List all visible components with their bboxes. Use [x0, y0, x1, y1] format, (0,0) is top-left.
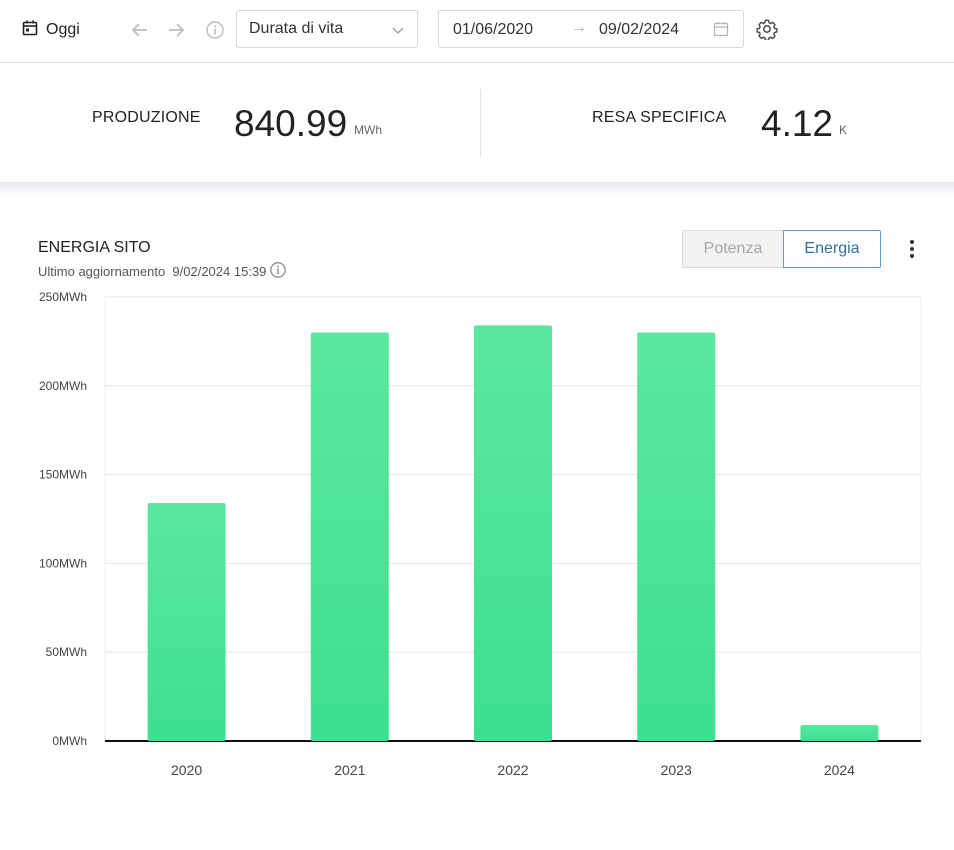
more-options-icon[interactable] — [902, 236, 922, 262]
period-select-value: Durata di vita — [249, 20, 344, 37]
x-tick-label: 2022 — [497, 762, 528, 778]
production-value: 840.99 — [234, 103, 348, 144]
calendar-icon[interactable] — [713, 21, 729, 42]
arrow-left-icon[interactable] — [128, 18, 152, 42]
bar-2020[interactable] — [147, 503, 226, 741]
info-icon[interactable] — [269, 261, 287, 282]
toggle-energy[interactable]: Energia — [783, 230, 881, 268]
y-tick-label: 100MWh — [39, 556, 87, 570]
y-tick-label: 150MWh — [39, 468, 87, 482]
bar-2022[interactable] — [474, 325, 552, 741]
toolbar: Oggi Durata di vita 01/06/2020 → 09/02/2… — [0, 0, 954, 63]
energy-bar-chart: 0MWh 50MWh 100MWh 150MWh 200MWh 250MWh 2020 20… — [39, 290, 922, 778]
chevron-down-icon — [391, 23, 405, 42]
last-update: Ultimo aggiornamento 9/02/2024 15:39 — [38, 261, 287, 282]
y-tick-label: 250MWh — [39, 290, 87, 304]
production-label: PRODUZIONE — [92, 109, 201, 126]
date-from[interactable]: 01/06/2020 — [453, 21, 534, 38]
y-tick-label: 50MWh — [46, 645, 87, 659]
y-tick-label: 200MWh — [39, 379, 87, 393]
calendar-icon — [22, 20, 38, 41]
today-button[interactable]: Oggi — [22, 18, 80, 42]
specific-yield-unit: K — [839, 123, 848, 137]
today-label: Oggi — [46, 21, 80, 38]
x-tick-label: 2020 — [171, 762, 202, 778]
x-tick-label: 2021 — [334, 762, 365, 778]
arrow-right-icon[interactable] — [164, 18, 188, 42]
bar-2021[interactable] — [310, 332, 389, 741]
x-tick-label: 2024 — [824, 762, 855, 778]
gear-icon[interactable] — [756, 18, 778, 41]
toggle-power[interactable]: Potenza — [682, 230, 784, 268]
y-tick-label: 0MWh — [52, 734, 87, 748]
info-icon[interactable] — [205, 20, 225, 40]
specific-yield-label: RESA SPECIFICA — [592, 109, 727, 126]
section-separator — [0, 182, 954, 196]
last-update-text: Ultimo aggiornamento 9/02/2024 15:39 — [38, 264, 267, 279]
bar-2024[interactable] — [800, 725, 879, 741]
date-range-arrow: → — [571, 19, 587, 36]
x-tick-label: 2023 — [661, 762, 692, 778]
period-select[interactable]: Durata di vita — [236, 10, 418, 48]
bar-2023[interactable] — [637, 332, 716, 741]
date-range-picker[interactable]: 01/06/2020 → 09/02/2024 — [438, 10, 744, 48]
production-unit: MWh — [354, 123, 382, 137]
specific-yield-value: 4.12 — [761, 103, 834, 144]
date-to[interactable]: 09/02/2024 — [599, 21, 680, 38]
panel-title: ENERGIA SITO — [38, 239, 151, 256]
kpi-strip: PRODUZIONE 840.99 MWh RESA SPECIFICA 4.1… — [0, 63, 954, 183]
kpi-divider — [480, 89, 481, 157]
